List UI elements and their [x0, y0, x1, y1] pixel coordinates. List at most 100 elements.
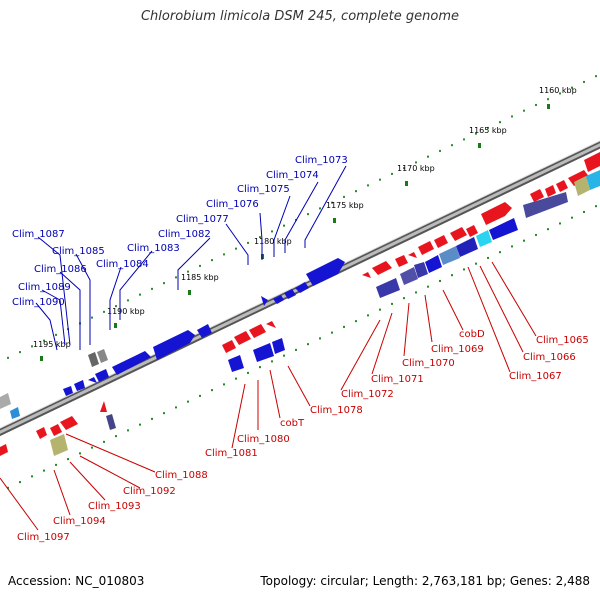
- gene-arrow: [153, 330, 195, 360]
- tick-dot: [583, 210, 585, 213]
- gene-arrow: [273, 295, 284, 304]
- tick-dot: [91, 446, 93, 449]
- tick-dot: [487, 256, 489, 259]
- tick-dot: [367, 184, 369, 187]
- tick-dot: [523, 109, 525, 112]
- gene-label: Clim_1097: [17, 532, 70, 543]
- tick-dot: [355, 190, 357, 193]
- tick-dot: [115, 435, 117, 438]
- gene-arrow: [408, 252, 417, 258]
- tick-dot: [391, 302, 393, 305]
- tick-dot: [19, 351, 21, 354]
- gene-arrow: [266, 321, 276, 328]
- tick-dot: [439, 279, 441, 282]
- map-title: Chlorobium limicola DSM 245, complete ge…: [140, 9, 460, 24]
- tick-dot: [319, 337, 321, 340]
- tick-dot: [163, 412, 165, 415]
- gene-arrow: [418, 241, 434, 255]
- tick-dot: [67, 458, 69, 461]
- gene-block: [106, 414, 116, 430]
- tick-dot: [283, 354, 285, 357]
- lower-gene-labels: Clim_1065 Clim_1066 Clim_1067 cobD Clim_…: [17, 329, 589, 543]
- gene-label: Clim_1077: [176, 214, 229, 225]
- gene-arrow: [234, 331, 251, 345]
- tick-dot: [355, 320, 357, 323]
- tick-dot: [559, 222, 561, 225]
- tick-dot: [55, 333, 57, 336]
- scale-label: 1195 kbp: [33, 340, 71, 349]
- tick-dot: [307, 343, 309, 346]
- tick-dot: [247, 241, 249, 244]
- reverse-strand-genes: [0, 258, 345, 419]
- tick-dot: [595, 205, 597, 208]
- tick-dot: [247, 371, 249, 374]
- upper-gene-labels: Clim_1073 Clim_1074 Clim_1075 Clim_1076 …: [12, 155, 348, 308]
- major-tick: [405, 181, 408, 186]
- major-tick: [333, 218, 336, 223]
- gene-label: Clim_1071: [371, 374, 424, 385]
- gene-label: Clim_1072: [341, 389, 394, 400]
- tick-dot: [451, 274, 453, 277]
- accession-text: Accession: NC_010803: [8, 574, 145, 588]
- tick-dot: [79, 452, 81, 455]
- gene-label: Clim_1067: [509, 371, 562, 382]
- tick-dot: [163, 282, 165, 285]
- tick-dot: [139, 293, 141, 296]
- gene-block: [489, 218, 518, 240]
- gene-label: Clim_1074: [266, 170, 319, 181]
- gene-arrow: [60, 416, 78, 430]
- tick-dot: [547, 228, 549, 231]
- tick-dot: [499, 251, 501, 254]
- tick-dot: [223, 253, 225, 256]
- gene-block: [425, 255, 442, 273]
- gene-arrow: [74, 380, 85, 391]
- tick-dot: [535, 103, 537, 106]
- tick-dot: [283, 224, 285, 227]
- gene-arrow: [545, 185, 556, 197]
- major-tick: [478, 143, 481, 148]
- gene-label: Clim_1094: [53, 516, 106, 527]
- tick-dot: [463, 138, 465, 141]
- tick-dot: [295, 348, 297, 351]
- gene-block: [586, 170, 600, 190]
- tick-dot: [511, 115, 513, 118]
- gene-arrow: [88, 377, 97, 383]
- tick-dot: [595, 75, 597, 78]
- tick-dot: [487, 126, 489, 129]
- gene-block: [476, 230, 492, 247]
- tick-dot: [583, 80, 585, 83]
- tick-dot: [415, 161, 417, 164]
- tick-dot: [427, 155, 429, 158]
- tick-dot: [439, 149, 441, 152]
- gene-label: Clim_1066: [523, 352, 576, 363]
- tick-dot: [307, 213, 309, 216]
- gene-arrow: [95, 369, 109, 382]
- tick-dot: [475, 262, 477, 265]
- tick-dot: [547, 98, 549, 101]
- gene-arrow: [568, 170, 590, 186]
- gene-block: [376, 278, 400, 298]
- gene-label: cobT: [280, 418, 305, 429]
- tick-dot: [403, 167, 405, 170]
- tick-dot: [535, 233, 537, 236]
- tick-dot: [7, 486, 9, 489]
- tick-dot: [463, 268, 465, 271]
- tick-dot: [571, 86, 573, 89]
- gene-label: Clim_1081: [205, 448, 258, 459]
- gene-arrow: [261, 296, 268, 306]
- gene-arrow: [0, 444, 8, 456]
- scale-label: 1165 kbp: [469, 126, 507, 135]
- gene-arrow: [112, 351, 151, 375]
- gene-label: Clim_1090: [12, 297, 65, 308]
- tick-dot: [331, 331, 333, 334]
- gene-label: Clim_1086: [34, 264, 87, 275]
- tick-dot: [199, 394, 201, 397]
- gene-label: Clim_1076: [206, 199, 259, 210]
- major-tick: [547, 104, 550, 109]
- tick-dot: [31, 345, 33, 348]
- tick-dot: [199, 264, 201, 267]
- tick-dot: [571, 216, 573, 219]
- tick-dot: [7, 356, 9, 359]
- gene-block: [414, 262, 428, 278]
